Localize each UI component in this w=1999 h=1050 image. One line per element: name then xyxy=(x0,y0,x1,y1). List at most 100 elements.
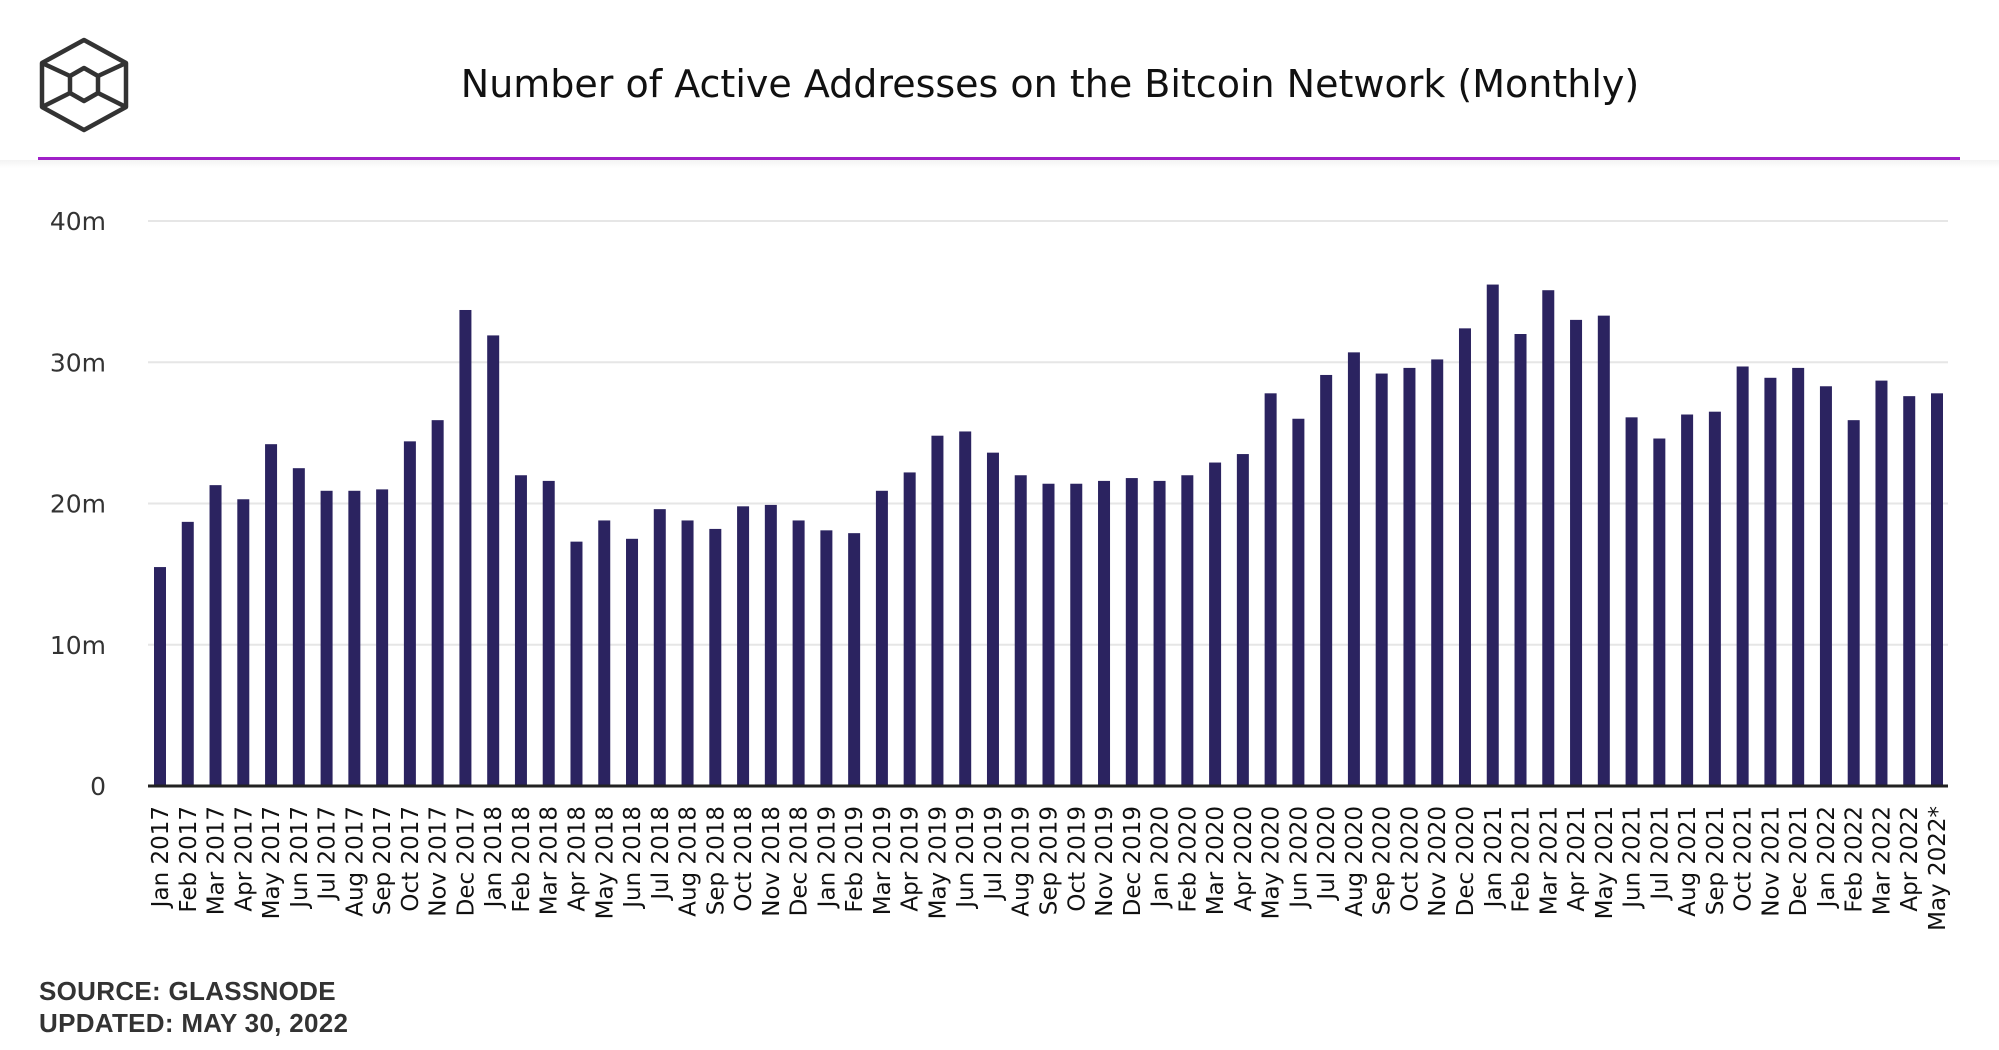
bar xyxy=(1375,373,1388,786)
x-tick-label: Apr 2021 xyxy=(1564,806,1590,912)
x-tick-label: Oct 2017 xyxy=(398,806,424,912)
bar xyxy=(681,520,694,786)
x-tick-label: Jan 2020 xyxy=(1148,806,1174,909)
x-tick-label: Jan 2018 xyxy=(481,806,507,909)
bar xyxy=(903,472,916,786)
bar xyxy=(1681,414,1694,786)
x-tick-label: Apr 2018 xyxy=(564,806,590,912)
bar xyxy=(570,541,583,786)
bar xyxy=(1098,480,1111,786)
bar xyxy=(1486,284,1499,786)
x-tick-label: Aug 2021 xyxy=(1675,806,1701,917)
bar xyxy=(181,521,194,786)
bar xyxy=(1236,454,1249,786)
x-tick-label: Apr 2020 xyxy=(1231,806,1257,912)
x-tick-label: Jan 2017 xyxy=(148,806,174,909)
x-tick-label: Mar 2018 xyxy=(537,806,563,915)
bar xyxy=(1570,319,1583,787)
x-tick-label: Aug 2017 xyxy=(342,806,368,917)
bar xyxy=(431,420,444,786)
bar xyxy=(1209,462,1222,786)
bar xyxy=(1431,359,1444,786)
x-tick-label: Aug 2020 xyxy=(1342,806,1368,917)
x-tick-label: Jun 2021 xyxy=(1620,806,1646,910)
bar xyxy=(598,520,611,786)
x-tick-label: Feb 2017 xyxy=(176,806,202,913)
bar xyxy=(986,452,999,786)
x-tick-label: Feb 2022 xyxy=(1842,806,1868,913)
bar xyxy=(1736,366,1749,786)
updated-note: UPDATED: MAY 30, 2022 xyxy=(39,1008,349,1038)
x-tick-label: Jun 2018 xyxy=(620,806,646,910)
x-tick-label: Mar 2017 xyxy=(204,806,230,915)
bar xyxy=(1542,290,1555,786)
x-tick-label: Jan 2021 xyxy=(1481,806,1507,909)
bar xyxy=(320,490,333,786)
bar xyxy=(376,489,389,787)
y-tick-label: 0 xyxy=(90,772,106,801)
bar xyxy=(1792,367,1805,786)
bar xyxy=(848,533,861,786)
x-tick-label: Oct 2020 xyxy=(1397,806,1423,912)
bar xyxy=(1819,386,1832,786)
bar xyxy=(1292,418,1305,786)
bar xyxy=(1514,334,1527,786)
x-tick-label: Jul 2017 xyxy=(315,806,341,902)
x-axis-tick-labels: Jan 2017 Feb 2017 Mar 2017 Apr 2017 May 2017… xyxy=(148,806,1951,931)
x-tick-label: Sep 2021 xyxy=(1703,806,1729,915)
bar xyxy=(265,444,278,786)
x-tick-label: Jun 2019 xyxy=(953,806,979,910)
x-tick-label: Sep 2018 xyxy=(703,806,729,915)
source-note: SOURCE: GLASSNODE xyxy=(39,976,336,1006)
bar xyxy=(1403,367,1416,786)
x-tick-label: Apr 2019 xyxy=(898,806,924,912)
bar xyxy=(1903,396,1916,786)
bar xyxy=(959,431,972,786)
bar xyxy=(1153,480,1166,786)
bar xyxy=(1625,417,1638,786)
x-tick-label: Dec 2018 xyxy=(787,806,813,916)
x-tick-label: Sep 2017 xyxy=(370,806,396,915)
bar xyxy=(626,538,639,786)
y-axis-tick-labels: 0 10m 20m 30m 40m xyxy=(50,207,106,801)
x-tick-label: Feb 2018 xyxy=(509,806,535,913)
bar xyxy=(1070,483,1083,786)
x-tick-label: May 2019 xyxy=(925,806,951,919)
bar xyxy=(1847,420,1860,786)
bars xyxy=(154,284,1943,787)
x-tick-label: Apr 2017 xyxy=(231,806,257,912)
x-tick-label: Dec 2017 xyxy=(453,806,479,916)
x-tick-label: Jan 2019 xyxy=(814,806,840,909)
bar xyxy=(737,506,750,786)
x-tick-label: Nov 2020 xyxy=(1425,806,1451,917)
x-tick-label: Sep 2020 xyxy=(1370,806,1396,915)
bar xyxy=(292,468,305,786)
x-tick-label: May 2021 xyxy=(1592,806,1618,919)
bar xyxy=(653,509,666,786)
x-tick-label: Oct 2018 xyxy=(731,806,757,912)
x-tick-label: Mar 2022 xyxy=(1869,806,1895,915)
x-tick-label: Nov 2019 xyxy=(1092,806,1118,917)
chart-title: Number of Active Addresses on the Bitcoi… xyxy=(460,62,1640,106)
y-tick-label: 40m xyxy=(50,207,106,236)
x-tick-label: Jun 2020 xyxy=(1286,806,1312,910)
x-tick-label: Apr 2022 xyxy=(1897,806,1923,912)
x-tick-label: Nov 2017 xyxy=(426,806,452,917)
bar xyxy=(792,520,805,786)
bar xyxy=(1653,438,1666,786)
header-shadow xyxy=(0,160,1999,168)
x-tick-label: Jul 2021 xyxy=(1647,806,1673,902)
bar xyxy=(931,435,944,786)
y-tick-label: 30m xyxy=(50,348,106,377)
the-block-logo-icon xyxy=(39,37,129,133)
bar xyxy=(237,499,250,786)
x-tick-label: Dec 2020 xyxy=(1453,806,1479,916)
x-tick-label: Jul 2018 xyxy=(648,806,674,902)
x-tick-label: Feb 2020 xyxy=(1175,806,1201,913)
x-tick-label: May 2022* xyxy=(1925,806,1951,931)
bar xyxy=(459,309,472,786)
bar xyxy=(764,504,777,786)
bar xyxy=(1264,393,1277,786)
x-tick-label: Nov 2018 xyxy=(759,806,785,917)
